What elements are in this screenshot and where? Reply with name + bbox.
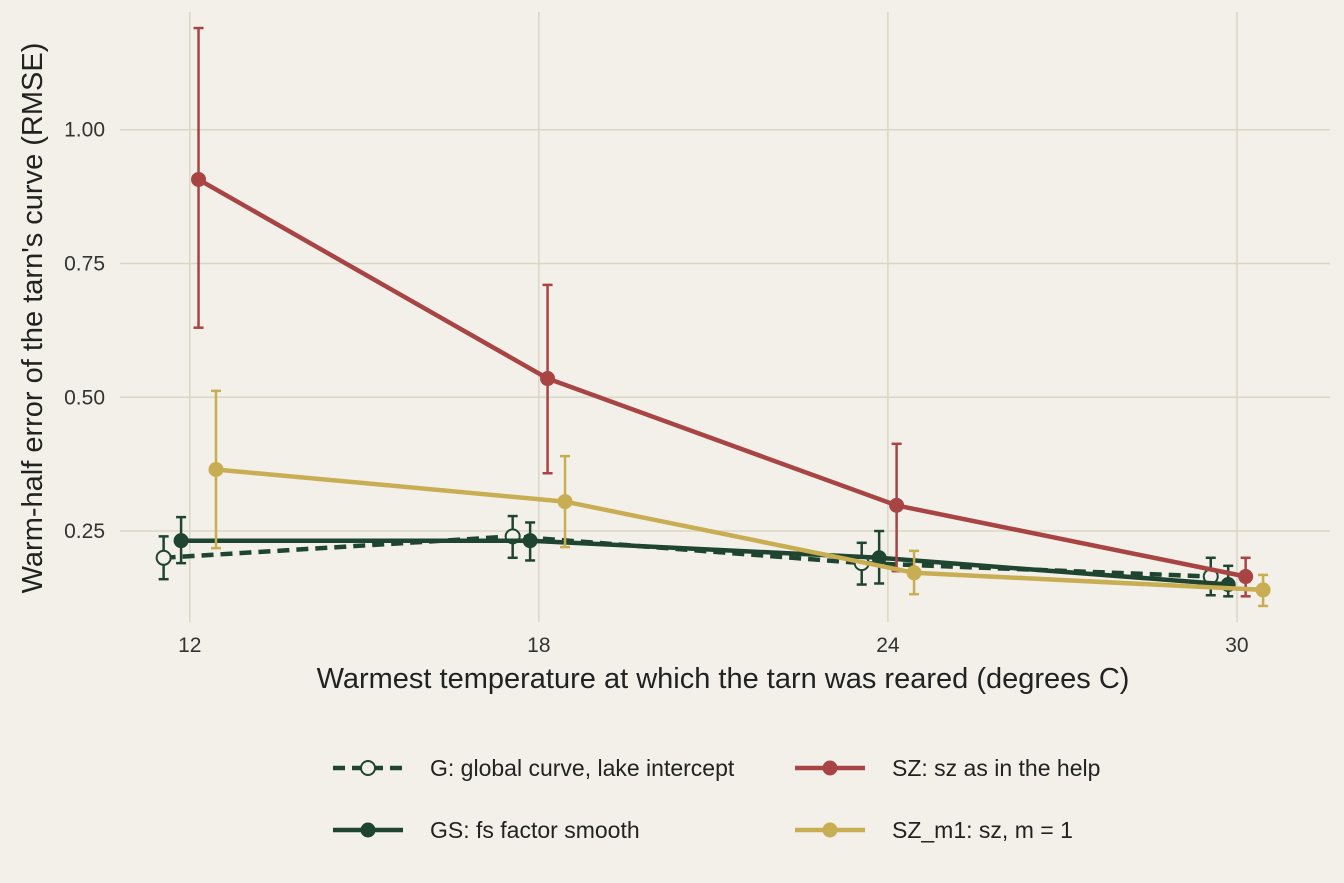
series-line <box>215 467 1264 593</box>
y-tick-label: 0.25 <box>64 520 105 543</box>
data-point <box>1238 569 1254 585</box>
legend-item: SZ_m1: sz, m = 1 <box>795 817 1073 843</box>
grid <box>120 12 1330 622</box>
x-axis-title: Warmest temperature at which the tarn wa… <box>317 663 1130 695</box>
data-point <box>540 371 556 387</box>
data-point <box>1255 582 1271 598</box>
series-line <box>197 177 1247 579</box>
legend-item: G: global curve, lake intercept <box>333 755 735 781</box>
series-line <box>181 538 1229 587</box>
series-group <box>155 26 1271 608</box>
legend-key-marker <box>822 822 838 838</box>
legend: G: global curve, lake intercept GS: fs fa… <box>333 755 1100 843</box>
x-tick-label: 30 <box>1225 634 1248 657</box>
y-tick-label: 0.75 <box>64 252 105 275</box>
series-4 <box>208 389 1271 608</box>
x-tick-label: 12 <box>178 634 201 657</box>
data-point <box>906 565 922 581</box>
legend-label: SZ: sz as in the help <box>892 755 1100 781</box>
legend-key-marker <box>822 760 838 776</box>
x-tick-label: 24 <box>876 634 900 657</box>
legend-item: SZ: sz as in the help <box>795 755 1100 781</box>
data-point <box>522 533 538 549</box>
legend-label: G: global curve, lake intercept <box>430 755 735 781</box>
legend-key-marker <box>360 760 376 776</box>
series-3 <box>191 26 1254 598</box>
x-tick-label: 18 <box>527 634 550 657</box>
data-point <box>889 497 905 513</box>
data-point <box>208 462 224 477</box>
legend-label: GS: fs factor smooth <box>430 817 640 843</box>
data-point <box>155 549 172 566</box>
y-tick-label: 1.00 <box>64 119 105 142</box>
legend-item: GS: fs factor smooth <box>333 817 640 843</box>
data-point <box>191 171 207 187</box>
legend-label: SZ_m1: sz, m = 1 <box>892 817 1073 843</box>
data-point <box>557 494 573 510</box>
y-axis-title: Warm-half error of the tarn's curve (RMS… <box>17 43 49 594</box>
legend-key-marker <box>360 822 376 838</box>
data-point <box>173 533 189 549</box>
y-tick-label: 0.50 <box>64 386 105 409</box>
tick-labels: 0.25 0.50 0.75 1.00 12 18 24 30 <box>64 119 1248 657</box>
